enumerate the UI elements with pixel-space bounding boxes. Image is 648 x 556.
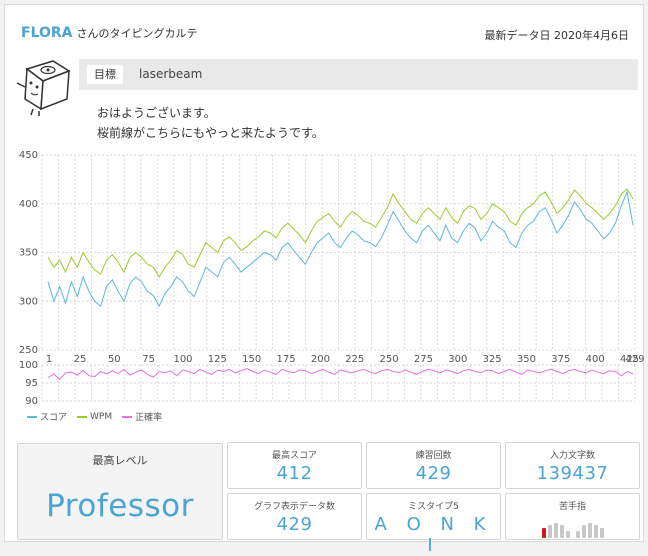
goal-bar: 目標 laserbeam (79, 59, 638, 90)
weak-finger-label: 苦手指 (558, 502, 586, 512)
left-ring-icon (547, 525, 552, 538)
x-tick-label: 275 (414, 354, 433, 365)
user-name: FLORA さんのタイピングカルテ (21, 25, 198, 41)
y-tick-label: 400 (19, 199, 38, 210)
graph-count-tile: グラフ表示データ数 429 (227, 493, 362, 540)
chart-legend: スコア WPM 正確率 (27, 410, 162, 423)
greeting-line-1: おはようございます。 (97, 106, 216, 120)
max-level-tile: 最高レベル Professor (17, 443, 223, 540)
legend-label-wpm: WPM (90, 411, 113, 422)
right-hand-icon (575, 522, 604, 538)
finger-diagram-icon (506, 522, 639, 538)
latest-date-label: 最新データ日 (484, 29, 551, 42)
y-tick-label: 90 (25, 396, 38, 405)
series-line-accuracy (47, 368, 634, 381)
legend-item-wpm: WPM (77, 410, 112, 423)
char-count-tile: 入力文字数 139437 (505, 442, 640, 489)
legend-swatch-wpm (77, 415, 88, 418)
legend-label-accuracy: 正確率 (135, 413, 163, 423)
x-tick-label: 429 (625, 354, 644, 365)
right-ring-icon (593, 525, 598, 538)
x-tick-label: 325 (483, 354, 502, 365)
page-subtitle: さんのタイピングカルテ (76, 27, 198, 40)
y-tick-label: 300 (19, 296, 38, 307)
legend-item-accuracy: 正確率 (122, 410, 162, 423)
x-tick-label: 425 (620, 354, 639, 365)
y-tick-label: 450 (19, 150, 38, 161)
right-middle-icon (587, 523, 592, 538)
x-tick-label: 375 (551, 354, 570, 365)
legend-label-score: スコア (40, 413, 68, 423)
user-name-text: FLORA (21, 25, 73, 41)
max-score-label: 最高スコア (271, 451, 317, 461)
series-line-wpm (47, 188, 634, 278)
miss-type-tile: ミスタイプ5 A O N K I (366, 493, 501, 556)
header: FLORA さんのタイピングカルテ 最新データ日 2020年4月6日 (17, 25, 633, 45)
legend-swatch-accuracy (122, 415, 133, 418)
max-level-value: Professor (46, 488, 194, 524)
right-thumb-icon (575, 531, 580, 538)
x-tick-label: 300 (448, 354, 467, 365)
mascot-icon (16, 60, 71, 116)
x-tick-label: 250 (380, 354, 399, 365)
miss-type-label: ミスタイプ5 (408, 502, 459, 512)
right-index-icon (581, 525, 586, 538)
typing-chart-card: FLORA さんのタイピングカルテ 最新データ日 2020年4月6日 目標 las… (4, 4, 645, 556)
max-score-tile: 最高スコア 412 (227, 442, 362, 489)
weak-finger-tile: 苦手指 (505, 493, 640, 540)
left-index-icon (559, 525, 564, 538)
x-tick-label: 1 (46, 354, 52, 365)
x-tick-label: 350 (517, 354, 536, 365)
x-tick-label: 25 (74, 354, 87, 365)
latest-date: 最新データ日 2020年4月6日 (485, 27, 630, 43)
x-tick-label: 75 (142, 354, 155, 365)
greeting-message: おはようございます。 桜前線がこちらにもやっと来たようです。 (97, 103, 324, 143)
left-middle-icon (553, 523, 558, 538)
char-count-label: 入力文字数 (549, 451, 595, 461)
max-level-label: 最高レベル (92, 454, 148, 467)
legend-item-score: スコア (27, 410, 67, 423)
y-tick-label: 95 (25, 378, 38, 389)
x-tick-label: 150 (242, 354, 261, 365)
right-pinky-icon (599, 528, 604, 538)
graph-count-value: 429 (276, 514, 313, 535)
legend-swatch-score (27, 415, 37, 418)
left-pinky-icon (541, 528, 546, 538)
y-tick-label: 350 (19, 248, 38, 259)
char-count-value: 139437 (536, 463, 609, 484)
y-tick-label: 100 (19, 360, 38, 371)
left-hand-icon (541, 522, 570, 538)
goal-value: laserbeam (139, 67, 203, 81)
x-tick-label: 400 (586, 354, 605, 365)
x-tick-label: 200 (311, 354, 330, 365)
miss-type-keys: A O N K I (374, 514, 493, 556)
graph-count-label: グラフ表示データ数 (253, 502, 335, 512)
left-thumb-icon (565, 531, 570, 538)
series-line-score (47, 190, 634, 308)
practice-count-label: 練習回数 (415, 451, 452, 461)
x-tick-label: 125 (208, 354, 227, 365)
x-tick-label: 175 (276, 354, 295, 365)
greeting-line-2: 桜前線がこちらにもやっと来たようです。 (97, 126, 324, 140)
latest-date-value: 2020年4月6日 (554, 29, 629, 42)
x-tick-label: 50 (108, 354, 121, 365)
x-tick-label: 100 (173, 354, 192, 365)
y-tick-label: 250 (19, 345, 38, 356)
goal-label: 目標 (87, 65, 123, 84)
x-tick-label: 225 (345, 354, 364, 365)
max-score-value: 412 (276, 463, 313, 484)
practice-count-value: 429 (415, 463, 452, 484)
practice-count-tile: 練習回数 429 (366, 442, 501, 489)
